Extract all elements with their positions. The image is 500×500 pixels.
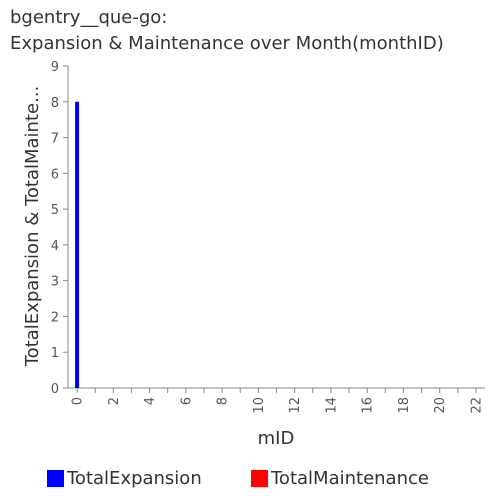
y-tick-label: 7 [51,132,59,147]
x-tick-label: 8 [216,397,231,405]
legend-label-total-maintenance: TotalMaintenance [271,467,429,489]
chart-title-line-2: Expansion & Maintenance over Month(month… [10,33,444,54]
y-tick-label: 0 [51,382,59,397]
legend-item-total-expansion: TotalExpansion [47,465,202,491]
x-tick-label: 0 [71,397,86,405]
y-axis-title: TotalExpansion & TotalMainte... [22,86,43,368]
x-tick-label: 14 [324,397,339,414]
y-tick-label: 3 [51,275,59,290]
y-tick-label: 8 [51,96,59,111]
x-tick-label: 10 [252,397,267,414]
x-tick-label: 12 [288,397,303,414]
y-tick-label: 5 [51,203,59,218]
chart-title-line-1: bgentry__que-go: [10,7,168,28]
x-tick-label: 16 [361,397,376,414]
x-tick-label: 6 [179,397,194,405]
x-tick-label: 2 [107,397,122,405]
x-tick-label: 18 [397,397,412,414]
x-tick-label: 20 [433,397,448,414]
bars [75,101,80,389]
legend-swatch-total-expansion [47,469,64,487]
y-tick-label: 2 [51,310,59,325]
x-tick-label: 22 [469,397,484,414]
bar-totalexpansion [75,101,80,389]
x-axis-title: mID [258,428,295,449]
y-tick-label: 4 [51,239,59,254]
x-tick-label: 4 [143,397,158,405]
legend-item-total-maintenance: TotalMaintenance [251,465,429,491]
legend-swatch-total-maintenance [251,469,268,487]
y-tick-label: 6 [51,167,59,182]
x-axis: 0 2 4 6 8 10 12 14 16 18 20 22 [68,387,485,414]
y-tick-label: 1 [51,346,59,361]
legend-label-total-expansion: TotalExpansion [67,467,202,489]
y-axis: 0 1 2 3 4 5 6 7 8 9 [51,60,69,397]
legend: TotalExpansion TotalMaintenance [0,465,500,491]
y-tick-label: 9 [51,60,59,75]
